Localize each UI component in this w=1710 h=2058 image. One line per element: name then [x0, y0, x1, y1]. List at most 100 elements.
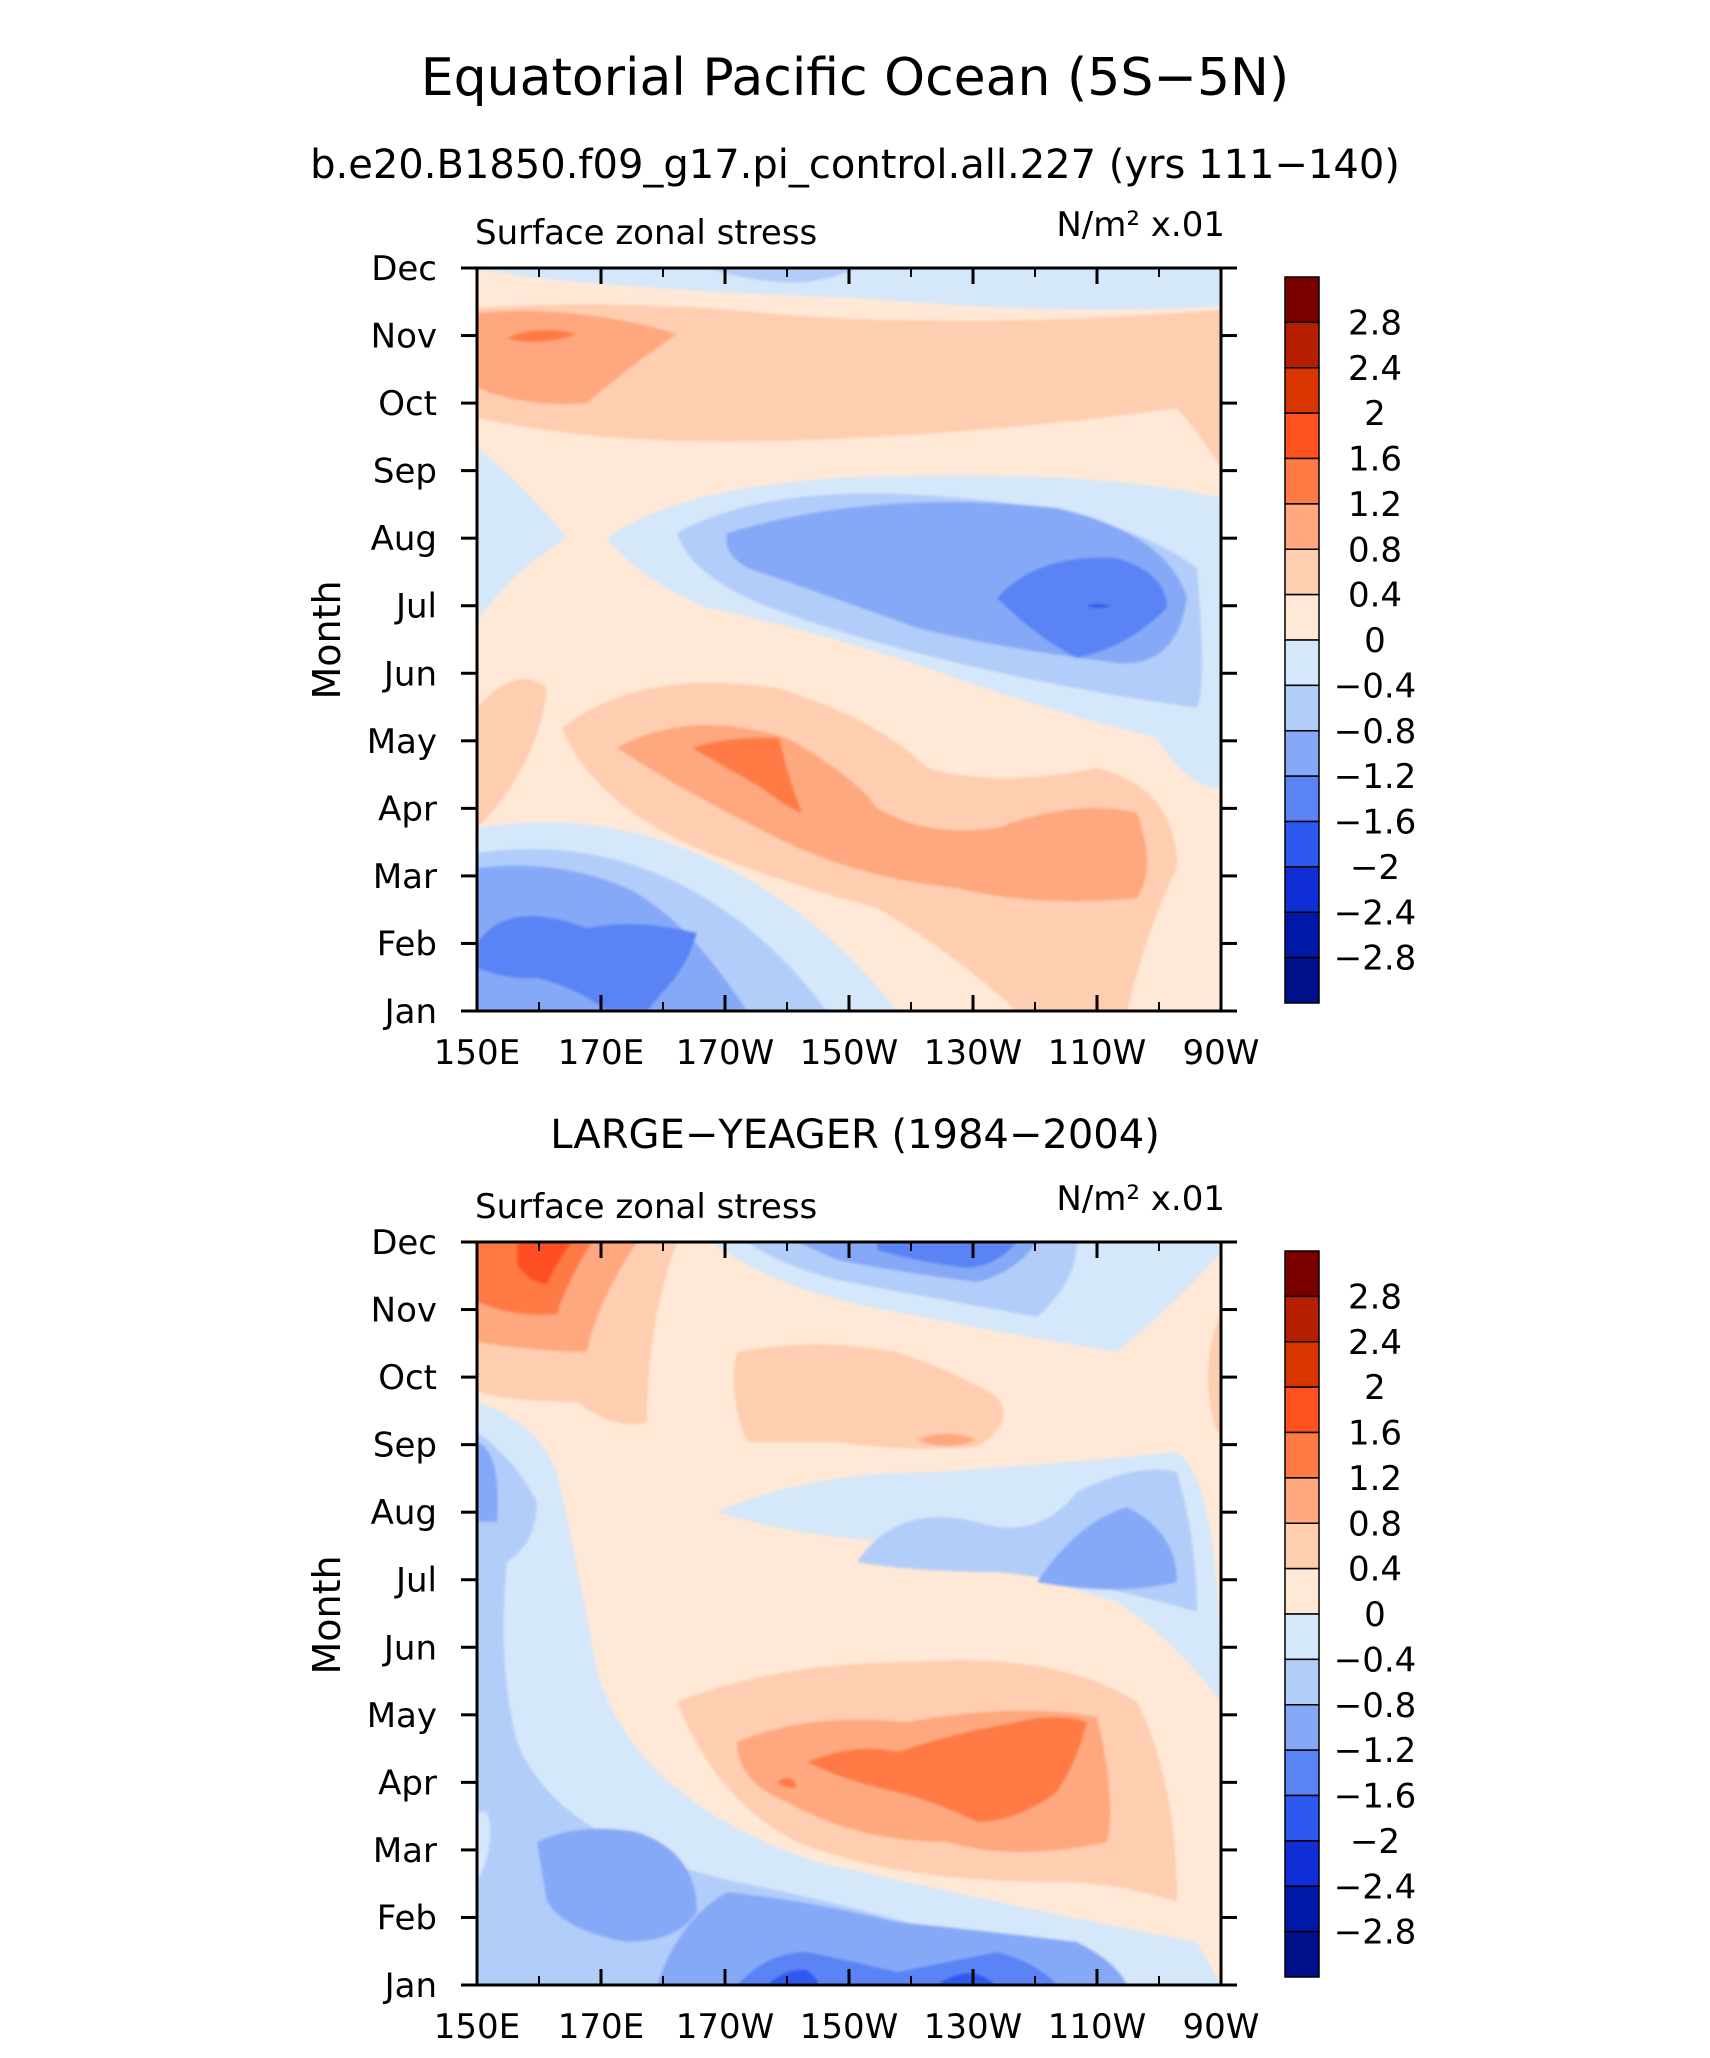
colorbar-box — [1284, 1522, 1320, 1570]
colorbar-label: 0.4 — [1348, 576, 1402, 616]
x-tick-label: 170W — [676, 2007, 775, 2047]
x-tick-label: 170E — [558, 1033, 644, 1073]
y-tick-label: Mar — [373, 1831, 437, 1871]
colorbar-label: −2.4 — [1334, 893, 1417, 933]
y-tick-label: Apr — [378, 1763, 437, 1803]
colorbar-box — [1284, 276, 1320, 324]
colorbar-box — [1284, 911, 1320, 959]
y-tick-label: Jul — [394, 1561, 437, 1601]
colorbar-label: −1.2 — [1334, 1731, 1417, 1771]
figure-title: Equatorial Pacific Ocean (5S−5N) — [421, 48, 1289, 108]
colorbar-box — [1284, 1341, 1320, 1388]
colorbar-label: 2 — [1364, 1368, 1386, 1408]
colorbar-label: −2 — [1350, 1822, 1400, 1862]
colorbar-box — [1284, 1567, 1320, 1615]
colorbar-box — [1284, 503, 1320, 550]
colorbar-box — [1284, 866, 1320, 913]
colorbar-label: 2 — [1364, 394, 1386, 434]
y-tick-label: Sep — [373, 1426, 437, 1466]
colorbar-box — [1284, 1386, 1320, 1434]
y-tick-label: Jun — [382, 1628, 437, 1668]
colorbar-box — [1284, 775, 1320, 823]
colorbar-label: 1.2 — [1348, 1459, 1402, 1499]
colorbar-label: −1.6 — [1334, 1777, 1417, 1817]
y-axis-title: Month — [305, 580, 349, 699]
units-label: N/m² x.01 — [1056, 1179, 1225, 1219]
colorbar-label: −2.8 — [1334, 939, 1417, 979]
colorbar-box — [1284, 1658, 1320, 1706]
y-tick-label: Oct — [378, 1358, 437, 1398]
y-tick-label: Jan — [383, 992, 437, 1032]
y-tick-label: May — [367, 722, 437, 762]
colorbar-label: 0 — [1364, 621, 1386, 661]
colorbar: 2.8 2.4 2 1.6 1.2 0.8 0.4 0 −0.4 −0.8 −1.2 −1.6 −2 −2… — [1284, 1250, 1417, 1978]
colorbar-box — [1284, 593, 1320, 641]
panel-observations: LARGE−YEAGER (1984−2004) Surface zonal s… — [305, 1112, 1259, 2047]
axes: 150E 170E 170W 150W 130W 110W 90W Jan Feb Mar Apr M… — [367, 1223, 1260, 2047]
panel-subtitle: b.e20.B1850.f09_g17.pi_control.all.227 (… — [310, 142, 1400, 188]
y-tick-label: Mar — [373, 857, 437, 897]
x-tick-label: 150E — [434, 1033, 520, 1073]
colorbar-box — [1284, 321, 1320, 369]
colorbar-label: −1.2 — [1334, 757, 1417, 797]
colorbar-box — [1284, 1477, 1320, 1524]
y-tick-label: Aug — [371, 519, 437, 559]
variable-label: Surface zonal stress — [475, 1187, 817, 1227]
colorbar-box — [1284, 684, 1320, 732]
colorbar-box — [1284, 639, 1320, 687]
y-tick-label: Feb — [377, 924, 437, 964]
colorbar-label: 2.8 — [1348, 1277, 1402, 1317]
colorbar-label: −2 — [1350, 848, 1400, 888]
colorbar-box — [1284, 1295, 1320, 1343]
colorbar-box — [1284, 1749, 1320, 1797]
colorbar-label: 2.4 — [1348, 349, 1402, 389]
colorbar-box — [1284, 548, 1320, 596]
colorbar-box — [1284, 412, 1320, 460]
axes: 150E 170E 170W 150W 130W 110W 90W Jan Feb Mar Apr M… — [367, 249, 1260, 1073]
x-tick-label: 130W — [924, 2007, 1023, 2047]
colorbar-label: −0.4 — [1334, 666, 1417, 706]
colorbar-label: 1.6 — [1348, 440, 1402, 480]
colorbar-label: −0.8 — [1334, 712, 1417, 752]
colorbar-box — [1284, 1431, 1320, 1479]
x-tick-label: 170W — [676, 1033, 775, 1073]
colorbar-box — [1284, 820, 1320, 868]
colorbar-box — [1284, 1794, 1320, 1842]
y-tick-label: Dec — [371, 1223, 437, 1263]
colorbar: 2.8 2.4 2 1.6 1.2 0.8 0.4 0 −0.4 −0.8 −1.2 −1.6 −2 −2… — [1284, 276, 1417, 1004]
x-tick-label: 90W — [1183, 2007, 1260, 2047]
y-tick-label: May — [367, 1696, 437, 1736]
y-axis-title: Month — [305, 1555, 349, 1674]
panel-subtitle: LARGE−YEAGER (1984−2004) — [550, 1112, 1160, 1158]
colorbar-label: 2.8 — [1348, 303, 1402, 343]
y-tick-label: Sep — [373, 452, 437, 492]
colorbar-label: −2.8 — [1334, 1913, 1417, 1953]
colorbar-box — [1284, 1704, 1320, 1751]
panel-model: b.e20.B1850.f09_g17.pi_control.all.227 (… — [305, 142, 1400, 1073]
colorbar-box — [1284, 1885, 1320, 1933]
colorbar-label: 2.4 — [1348, 1323, 1402, 1363]
x-tick-label: 110W — [1048, 1033, 1147, 1073]
colorbar-box — [1284, 1930, 1320, 1978]
x-tick-label: 130W — [924, 1033, 1023, 1073]
units-label: N/m² x.01 — [1056, 205, 1225, 245]
colorbar-box — [1284, 1613, 1320, 1661]
x-tick-label: 150W — [800, 2007, 899, 2047]
x-tick-label: 170E — [558, 2007, 644, 2047]
colorbar-label: 1.6 — [1348, 1414, 1402, 1454]
y-tick-label: Dec — [371, 249, 437, 289]
colorbar-label: −2.4 — [1334, 1867, 1417, 1907]
colorbar-box — [1284, 457, 1320, 505]
colorbar-label: 0.8 — [1348, 530, 1402, 570]
y-tick-label: Apr — [378, 789, 437, 829]
x-tick-label: 150W — [800, 1033, 899, 1073]
colorbar-label: −0.4 — [1334, 1640, 1417, 1680]
contour-field — [477, 1242, 1221, 1985]
x-tick-label: 110W — [1048, 2007, 1147, 2047]
y-tick-label: Jul — [394, 587, 437, 627]
colorbar-label: 1.2 — [1348, 485, 1402, 525]
colorbar-box — [1284, 1250, 1320, 1298]
x-tick-label: 90W — [1183, 1033, 1260, 1073]
colorbar-label: −0.8 — [1334, 1686, 1417, 1726]
